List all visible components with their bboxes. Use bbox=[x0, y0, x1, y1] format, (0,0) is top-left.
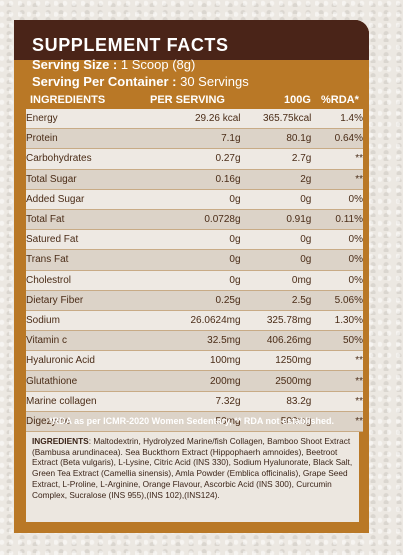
servings-per-container: Serving Per Container : 30 Servings bbox=[32, 74, 249, 89]
nutrient-name: Vitamin c bbox=[26, 330, 152, 351]
per-serving-value: 0g bbox=[151, 270, 241, 291]
nutrient-name: Total Sugar bbox=[26, 169, 152, 190]
per-serving-value: 0.16g bbox=[151, 169, 241, 190]
per-100g-value: 500mg bbox=[240, 411, 312, 432]
rda-value: ** bbox=[311, 148, 363, 170]
rda-value: 1.30% bbox=[311, 310, 363, 331]
per-100g-value: 325.78mg bbox=[240, 310, 312, 331]
table-header: INGREDIENTS PER SERVING 100G %RDA* bbox=[14, 93, 369, 109]
table-row: Added Sugar 0g 0g 0% bbox=[26, 189, 363, 210]
per-100g-value: 1250mg bbox=[240, 350, 312, 371]
per-serving-value: 0g bbox=[151, 189, 241, 210]
table-row: Glutathione 200mg 2500mg ** bbox=[26, 370, 363, 392]
supplement-facts-panel: SUPPLEMENT FACTS Serving Size : 1 Scoop … bbox=[14, 20, 369, 533]
table-row: Total Fat 0.0728g 0.91g 0.11% bbox=[26, 209, 363, 230]
serving-size: Serving Size : 1 Scoop (8g) bbox=[32, 57, 195, 72]
per-100g-value: 0g bbox=[240, 189, 312, 210]
title-band bbox=[14, 20, 369, 60]
table-row: Total Sugar 0.16g 2g ** bbox=[26, 169, 363, 190]
per-serving-value: 29.26 kcal bbox=[151, 109, 241, 129]
nutrient-name: Hyaluronic Acid bbox=[26, 350, 152, 371]
per-serving-value: 26.0624mg bbox=[151, 310, 241, 331]
rda-footnote: *RDA as per ICMR-2020 Women Sedentary, *… bbox=[48, 416, 335, 426]
rda-value: 0.64% bbox=[311, 128, 363, 149]
ingredients-text: : Maltodextrin, Hydrolyzed Marine/fish C… bbox=[32, 436, 353, 500]
per-serving-value: 100mg bbox=[151, 350, 241, 371]
nutrient-name: Protein bbox=[26, 128, 152, 149]
per-serving-value: 0.27g bbox=[151, 148, 241, 170]
rda-value: ** bbox=[311, 391, 363, 412]
serving-size-value: 1 Scoop (8g) bbox=[120, 57, 196, 72]
per-100g-value: 80.1g bbox=[240, 128, 312, 149]
rda-value: 0% bbox=[311, 229, 363, 250]
nutrient-name: Energy bbox=[26, 109, 152, 129]
table-row: Trans Fat 0g 0g 0% bbox=[26, 249, 363, 270]
per-serving-value: 0.25g bbox=[151, 290, 241, 311]
per-serving-value: 0g bbox=[151, 249, 241, 270]
per-serving-value: 7.1g bbox=[151, 128, 241, 149]
table-row: Dietary Fiber 0.25g 2.5g 5.06% bbox=[26, 290, 363, 311]
rda-value: 0.11% bbox=[311, 209, 363, 230]
per-serving-value: 200mg bbox=[151, 370, 241, 392]
per-100g-value: 2g bbox=[240, 169, 312, 190]
table-row: Protein 7.1g 80.1g 0.64% bbox=[26, 128, 363, 149]
per-serving-value: 32.5mg bbox=[151, 330, 241, 351]
rda-value: ** bbox=[311, 350, 363, 371]
rda-value: ** bbox=[311, 411, 363, 432]
per-100g-value: 0mg bbox=[240, 270, 312, 291]
per-serving-value: 0.0728g bbox=[151, 209, 241, 230]
header-per-serving: PER SERVING bbox=[150, 94, 225, 106]
servings-per-container-value: 30 Servings bbox=[180, 74, 249, 89]
header-ingredients: INGREDIENTS bbox=[30, 94, 106, 106]
nutrient-name: Glutathione bbox=[26, 370, 152, 392]
nutrient-name: Satured Fat bbox=[26, 229, 152, 250]
per-100g-value: 365.75kcal bbox=[240, 109, 312, 129]
table-row: Cholestrol 0g 0mg 0% bbox=[26, 270, 363, 291]
header-per-100g: 100G bbox=[284, 94, 311, 106]
per-100g-value: 83.2g bbox=[240, 391, 312, 412]
table-row: Marine collagen 7.32g 83.2g ** bbox=[26, 391, 363, 412]
per-100g-value: 2500mg bbox=[240, 370, 312, 392]
per-100g-value: 2.5g bbox=[240, 290, 312, 311]
per-100g-value: 0.91g bbox=[240, 209, 312, 230]
rda-value: 1.4% bbox=[311, 109, 363, 129]
per-100g-value: 406.26mg bbox=[240, 330, 312, 351]
rda-value: ** bbox=[311, 370, 363, 392]
ingredients-label: INGREDIENTS bbox=[32, 436, 89, 446]
table-row: Satured Fat 0g 0g 0% bbox=[26, 229, 363, 250]
table-row: Digezyme 50mg 500mg ** bbox=[26, 411, 363, 432]
per-100g-value: 2.7g bbox=[240, 148, 312, 170]
nutrient-name: Carbohydrates bbox=[26, 148, 152, 170]
rda-value: 0% bbox=[311, 249, 363, 270]
nutrient-name: Cholestrol bbox=[26, 270, 152, 291]
per-100g-value: 0g bbox=[240, 229, 312, 250]
nutrient-name: Trans Fat bbox=[26, 249, 152, 270]
ingredients-box: INGREDIENTS: Maltodextrin, Hydrolyzed Ma… bbox=[26, 432, 359, 522]
nutrition-table: Energy 29.26 kcal 365.75kcal 1.4% Protein 7.1… bbox=[26, 109, 363, 432]
rda-value: 0% bbox=[311, 189, 363, 210]
rda-value: 0% bbox=[311, 270, 363, 291]
nutrient-name: Total Fat bbox=[26, 209, 152, 230]
per-serving-value: 7.32g bbox=[151, 391, 241, 412]
rda-value: ** bbox=[311, 169, 363, 190]
table-row: Hyaluronic Acid 100mg 1250mg ** bbox=[26, 350, 363, 371]
nutrient-name: Sodium bbox=[26, 310, 152, 331]
table-row: Vitamin c 32.5mg 406.26mg 50% bbox=[26, 330, 363, 351]
servings-per-container-label: Serving Per Container : bbox=[32, 74, 177, 89]
table-row: Energy 29.26 kcal 365.75kcal 1.4% bbox=[26, 109, 363, 129]
rda-value: 50% bbox=[311, 330, 363, 351]
per-serving-value: 0g bbox=[151, 229, 241, 250]
nutrient-name: Digezyme bbox=[26, 411, 152, 432]
table-row: Carbohydrates 0.27g 2.7g ** bbox=[26, 148, 363, 170]
nutrient-name: Added Sugar bbox=[26, 189, 152, 210]
rda-value: 5.06% bbox=[311, 290, 363, 311]
panel-title: SUPPLEMENT FACTS bbox=[32, 35, 229, 55]
serving-size-label: Serving Size : bbox=[32, 57, 118, 72]
header-rda: %RDA* bbox=[321, 94, 359, 106]
per-100g-value: 0g bbox=[240, 249, 312, 270]
nutrient-name: Marine collagen bbox=[26, 391, 152, 412]
nutrient-name: Dietary Fiber bbox=[26, 290, 152, 311]
table-row: Sodium 26.0624mg 325.78mg 1.30% bbox=[26, 310, 363, 331]
per-serving-value: 50mg bbox=[151, 411, 241, 432]
